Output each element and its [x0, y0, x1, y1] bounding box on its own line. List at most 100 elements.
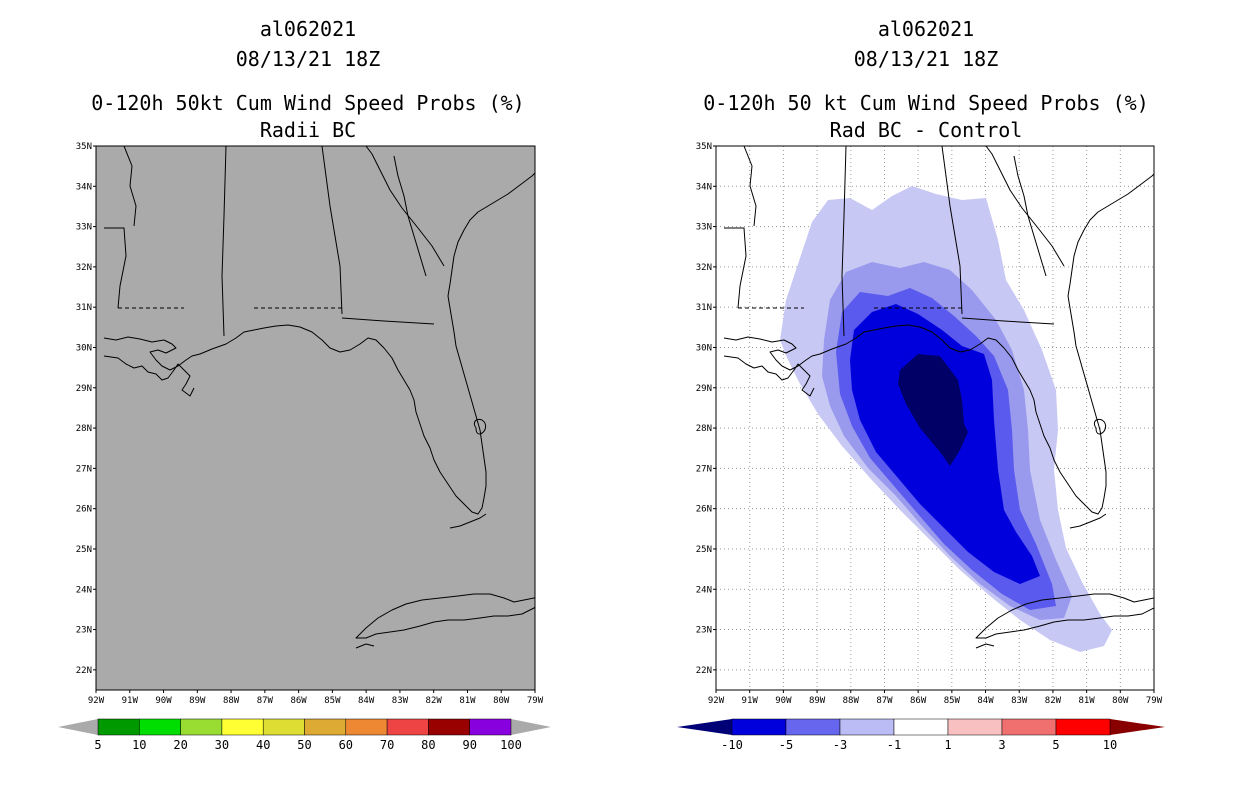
lon-label: 80W [493, 696, 510, 706]
right-title-storm: al062021 [878, 17, 974, 41]
lon-label: 81W [1078, 696, 1095, 706]
lat-label: 22N [76, 666, 92, 676]
lat-label: 25N [696, 545, 712, 555]
lon-label: 88W [843, 696, 860, 706]
lon-label: 92W [708, 696, 725, 706]
left-title-storm: al062021 [260, 17, 356, 41]
lon-label: 82W [1045, 696, 1062, 706]
colorbar-label: 70 [380, 738, 394, 752]
colorbar-swatch [731, 718, 787, 736]
colorbar-label: 20 [173, 738, 187, 752]
colorbar-label: 90 [462, 738, 476, 752]
lon-label: 80W [1112, 696, 1129, 706]
lat-label: 32N [76, 263, 92, 273]
lat-label: 35N [696, 142, 712, 152]
right-title-sub: Rad BC - Control [830, 118, 1023, 142]
right-map-frame [715, 145, 1155, 691]
colorbar-label: 3 [998, 738, 1005, 752]
lon-label: 87W [257, 696, 274, 706]
lon-label: 84W [977, 696, 994, 706]
colorbar-swatch [97, 718, 140, 736]
colorbar-swatch [139, 718, 181, 736]
left-lon-labels: 92W 91W 90W 89W 88W 87W 86W 85W 84W 83W 82W 81W 80W 7… [88, 690, 544, 706]
colorbar-label: 100 [500, 738, 522, 752]
right-lat-labels: 35N 34N 33N 32N 31N 30N 29N 28N 27N 26N 25N 24N 23N 2… [696, 142, 716, 676]
colorbar-label: 5 [1052, 738, 1059, 752]
colorbar-swatch [1001, 718, 1057, 736]
right-colorbar: -10 -5 -3 -1 1 3 5 10 [677, 718, 1165, 752]
left-map-background [96, 146, 535, 690]
colorbar-swatch [345, 718, 388, 736]
lat-label: 30N [696, 343, 712, 353]
colorbar-swatch [180, 718, 223, 736]
left-titles: al062021 08/13/21 18Z 0-120h 50kt Cum Wi… [91, 17, 524, 142]
lon-label: 88W [223, 696, 240, 706]
colorbar-label: -1 [887, 738, 901, 752]
lat-label: 29N [76, 384, 92, 394]
right-title-date: 08/13/21 18Z [854, 47, 999, 71]
lat-label: 23N [696, 626, 712, 636]
lat-label: 25N [76, 545, 92, 555]
colorbar-swatch [304, 718, 347, 736]
lon-label: 91W [122, 696, 139, 706]
right-panel: al062021 08/13/21 18Z 0-120h 50 kt Cum W… [677, 17, 1165, 752]
colorbar-label: 10 [1103, 738, 1117, 752]
lat-label: 23N [76, 626, 92, 636]
lat-label: 27N [696, 464, 712, 474]
lon-label: 85W [324, 696, 341, 706]
lat-label: 29N [696, 384, 712, 394]
colorbar-label: 60 [339, 738, 353, 752]
left-title-product: 0-120h 50kt Cum Wind Speed Probs (%) [91, 91, 524, 115]
lat-label: 34N [696, 182, 712, 192]
left-map-frame [95, 145, 536, 691]
colorbar-swatch [221, 718, 264, 736]
colorbar-swatch [386, 718, 429, 736]
lat-label: 28N [76, 424, 92, 434]
lon-label: 83W [392, 696, 409, 706]
lat-label: 24N [696, 585, 712, 595]
left-title-date: 08/13/21 18Z [236, 47, 381, 71]
colorbar-swatch [947, 718, 1003, 736]
colorbar-label: -5 [779, 738, 793, 752]
lon-label: 83W [1011, 696, 1028, 706]
colorbar-label: -3 [833, 738, 847, 752]
colorbar-swatch [262, 718, 305, 736]
left-colorbar: 5 10 20 30 40 50 60 70 80 90 100 [58, 718, 551, 752]
left-panel: al062021 08/13/21 18Z 0-120h 50kt Cum Wi… [58, 17, 551, 752]
lat-label: 26N [76, 505, 92, 515]
left-lat-labels: 35N 34N 33N 32N 31N 30N 29N 28N 27N 26N 25N 24N 23N 2… [76, 142, 96, 676]
lat-label: 35N [76, 142, 92, 152]
colorbar-label: 1 [944, 738, 951, 752]
lon-label: 89W [189, 696, 206, 706]
lon-label: 79W [1146, 696, 1163, 706]
colorbar-swatch [428, 718, 470, 736]
lon-label: 92W [88, 696, 105, 706]
colorbar-high-arrow [1110, 719, 1165, 735]
colorbar-swatch [839, 718, 895, 736]
lon-label: 90W [775, 696, 792, 706]
lon-label: 81W [459, 696, 476, 706]
colorbar-label: -10 [721, 738, 743, 752]
lat-label: 33N [76, 223, 92, 233]
colorbar-label: 40 [256, 738, 270, 752]
lat-label: 30N [76, 343, 92, 353]
colorbar-swatch [785, 718, 841, 736]
lat-label: 26N [696, 505, 712, 515]
lon-label: 90W [155, 696, 172, 706]
lat-label: 32N [696, 263, 712, 273]
lon-label: 79W [527, 696, 544, 706]
colorbar-label: 5 [94, 738, 101, 752]
lon-label: 86W [290, 696, 307, 706]
colorbar-high-arrow [511, 719, 551, 735]
lon-label: 87W [876, 696, 893, 706]
colorbar-low-arrow [677, 719, 732, 735]
lat-label: 34N [76, 182, 92, 192]
lon-label: 85W [944, 696, 961, 706]
right-title-product: 0-120h 50 kt Cum Wind Speed Probs (%) [703, 91, 1149, 115]
lat-label: 33N [696, 223, 712, 233]
lat-label: 31N [76, 303, 92, 313]
lon-label: 91W [742, 696, 759, 706]
colorbar-swatch [893, 718, 949, 736]
colorbar-swatch [1055, 718, 1111, 736]
